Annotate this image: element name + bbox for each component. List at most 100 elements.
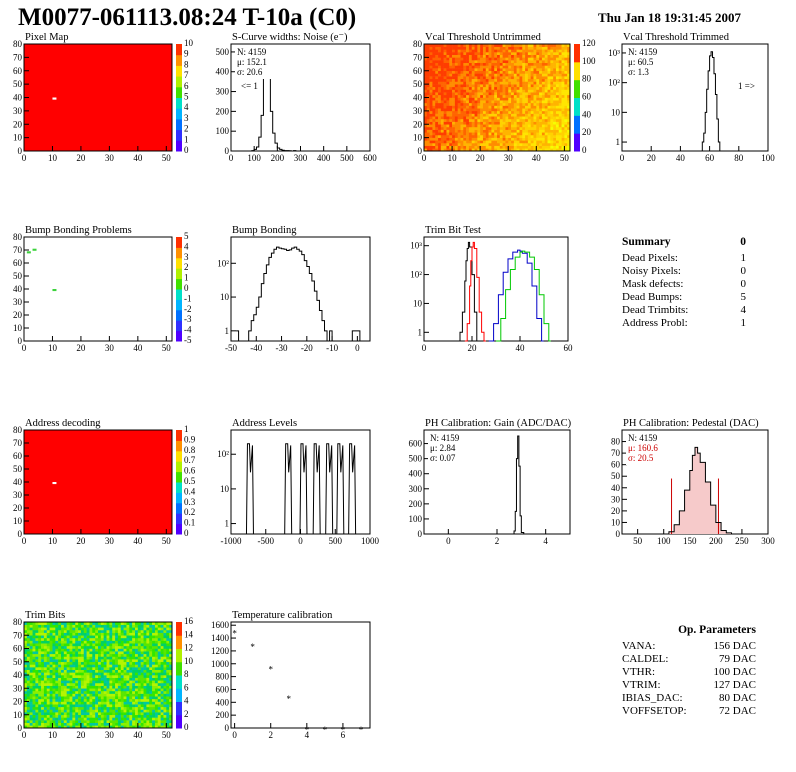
heatmap-cell <box>95 669 99 673</box>
heatmap-cell <box>541 62 546 66</box>
y-tick-label: 300 <box>216 87 230 97</box>
heatmap-cell <box>533 81 537 85</box>
heatmap-cell <box>135 627 139 631</box>
heatmap-cell <box>555 121 560 125</box>
heatmap-cell <box>443 92 447 96</box>
heatmap-cell <box>443 57 447 61</box>
heatmap-cell <box>561 84 565 88</box>
heatmap-cell <box>129 682 133 686</box>
heatmap-cell <box>440 108 444 112</box>
heatmap-cell <box>117 677 122 681</box>
x-tick-label: 30 <box>504 153 514 163</box>
heatmap-cell <box>482 76 487 80</box>
heatmap-cell <box>522 86 526 90</box>
heatmap-cell <box>505 126 509 130</box>
heatmap-cell <box>494 100 498 104</box>
heatmap-cell <box>135 632 139 636</box>
heatmap-cell <box>466 145 470 149</box>
heatmap-cell <box>477 73 481 77</box>
heatmap-cell <box>446 44 450 47</box>
heatmap-cell <box>516 132 520 136</box>
y-tick-label: 0 <box>225 723 230 733</box>
heatmap-cell <box>426 105 430 109</box>
heatmap-cell <box>541 108 546 112</box>
heatmap-cell <box>83 637 87 641</box>
heatmap-cell <box>146 680 150 684</box>
heatmap-cell <box>516 84 520 88</box>
heatmap-cell <box>115 669 119 673</box>
heatmap-cell <box>100 667 104 670</box>
heatmap-cell <box>522 84 526 88</box>
heatmap-cell <box>63 722 67 726</box>
heatmap-cell <box>471 70 475 74</box>
heatmap-cell <box>494 124 498 128</box>
heatmap-cell <box>491 140 495 144</box>
heatmap-cell <box>38 704 42 708</box>
heatmap-cell <box>146 624 150 628</box>
heatmap-cell <box>166 704 170 708</box>
heatmap-cell <box>488 92 492 96</box>
heatmap-cell <box>558 68 562 72</box>
heatmap-cell <box>83 667 87 670</box>
heatmap-cell <box>109 698 113 702</box>
summary-value: 0 <box>740 265 747 277</box>
heatmap-cell <box>491 145 495 149</box>
heatmap-cell <box>169 698 173 702</box>
heatmap-cell <box>541 54 546 58</box>
heatmap-cell <box>137 648 141 652</box>
heatmap-cell <box>92 704 96 708</box>
heatmap-cell <box>49 632 53 636</box>
heatmap-cell <box>466 52 470 55</box>
heatmap-cell <box>120 693 124 697</box>
heatmap-cell <box>555 102 560 106</box>
y-tick-label: 80 <box>13 232 23 242</box>
heatmap-cell <box>443 113 447 117</box>
heatmap-cell <box>480 94 484 98</box>
heatmap-cell <box>95 725 99 729</box>
heatmap-cell <box>508 62 512 66</box>
heatmap-cell <box>477 65 481 69</box>
heatmap-cell <box>129 640 133 644</box>
heatmap-cell <box>480 137 484 141</box>
heatmap-cell <box>89 693 93 697</box>
op-param-value: 79 DAC <box>719 653 756 665</box>
heatmap-cell <box>477 124 481 128</box>
stats-line: μ: 2.84 <box>430 443 456 453</box>
palette-label: 4 <box>184 241 189 251</box>
heatmap-cell <box>491 121 495 125</box>
heatmap-cell <box>499 129 503 133</box>
heatmap-cell <box>83 704 87 708</box>
heatmap-cell <box>49 693 53 697</box>
heatmap-cell <box>61 725 65 729</box>
heatmap-cell <box>539 126 543 130</box>
heatmap-cell <box>541 97 546 101</box>
heatmap-cell <box>440 145 444 149</box>
heatmap-cell <box>468 102 473 106</box>
heatmap-cell <box>485 52 489 55</box>
heatmap-cell <box>46 669 50 673</box>
heatmap-cell <box>511 65 515 69</box>
heatmap-cell <box>438 78 442 82</box>
heatmap-cell <box>466 129 470 133</box>
palette-label: 12 <box>184 643 193 653</box>
heatmap-cell <box>499 132 503 136</box>
heatmap-cell <box>530 78 534 82</box>
heatmap-cell <box>438 110 442 114</box>
heatmap-cell <box>103 667 107 670</box>
heatmap-cell <box>26 677 30 681</box>
heatmap-cell <box>160 635 164 639</box>
heatmap-cell <box>522 70 526 74</box>
heatmap-cell <box>160 640 164 644</box>
heatmap-cell <box>120 720 124 723</box>
heatmap-cell <box>561 52 565 55</box>
heatmap-cell <box>482 102 487 106</box>
heatmap-cell <box>457 81 461 85</box>
heatmap-cell <box>558 108 562 112</box>
heatmap-cell <box>432 89 436 93</box>
heatmap-cell <box>63 622 67 625</box>
heatmap-cell <box>452 126 456 130</box>
heatmap-cell <box>480 100 484 104</box>
heatmap-cell <box>536 97 540 101</box>
heatmap-cell <box>157 643 161 647</box>
heatmap-cell <box>474 65 478 69</box>
